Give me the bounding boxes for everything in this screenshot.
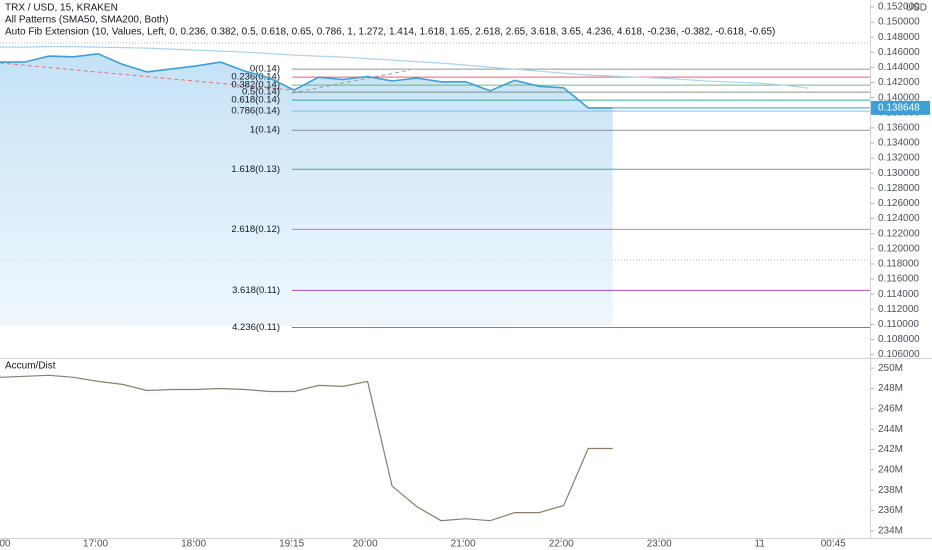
fib-label: 2.618(0.12) [231, 224, 280, 235]
y-tick-label: 0.124000 [878, 213, 920, 224]
y-tick-label: 0.112000 [878, 304, 919, 315]
fib-label: 0.786(0.14) [231, 106, 280, 117]
fib-label: 0.382(0.14) [231, 80, 280, 91]
series-line [0, 374, 613, 522]
series-line [0, 52, 613, 109]
x-tick-label: 20:00 [353, 539, 378, 550]
y-tick-label: 0.144000 [878, 62, 920, 73]
y-tick-label: 246M [878, 403, 903, 414]
fib-label: 4.236(0.11) [232, 322, 280, 333]
y-tick-label: 0.118000 [878, 259, 919, 270]
last-price-label: 0.138648 [878, 103, 920, 114]
y-tick-label: 0.152000 [878, 2, 920, 13]
y-tick-label: 234M [878, 526, 903, 537]
fib-label: 3.618(0.11) [232, 285, 280, 296]
x-tick-label: 18:00 [181, 539, 206, 550]
y-tick-label: 242M [878, 444, 903, 455]
pattern-line [291, 69, 411, 94]
x-tick-label: 22:00 [549, 539, 574, 550]
area [0, 53, 613, 327]
y-tick-label: 0.114000 [878, 289, 919, 300]
y-tick-label: 0.128000 [878, 183, 920, 194]
fib-label: 0(0.14) [250, 64, 280, 75]
y-tick-label: 0.136000 [878, 123, 920, 134]
y-tick-label: 0.130000 [878, 168, 920, 179]
y-tick-label: 240M [878, 464, 903, 475]
y-tick-label: 0.134000 [878, 138, 920, 149]
x-tick-label: 19:15 [279, 539, 304, 550]
fib-label: 1(0.14) [250, 125, 280, 136]
ad-pane [0, 374, 613, 522]
fib-label: 0.5(0.14) [242, 87, 280, 98]
y-tick-label: 0.148000 [878, 32, 920, 43]
y-tick-label: 0.110000 [878, 319, 919, 330]
indicator-label: Auto Fib Extension (10, Values, Left, 0,… [5, 27, 775, 38]
y-tick-label: 0.126000 [878, 198, 920, 209]
y-tick-label: 0.146000 [878, 47, 920, 58]
chart-title: TRX / USD, 15, KRAKEN [5, 3, 118, 14]
y-tick-label: 0.122000 [878, 228, 920, 239]
y-tick-label: 0.140000 [878, 92, 920, 103]
series-line [0, 46, 809, 89]
y-tick-label: 244M [878, 424, 903, 435]
y-tick-label: 250M [878, 363, 903, 374]
y-tick-label: 0.108000 [878, 334, 920, 345]
y-tick-label: 238M [878, 485, 903, 496]
y-tick-label: 248M [878, 383, 903, 394]
y-tick-label: 0.142000 [878, 77, 920, 88]
x-tick-label: 23:00 [647, 539, 672, 550]
y-tick-label: 236M [878, 505, 903, 516]
x-tick-label: 17:00 [83, 539, 108, 550]
y-tick-label: 0.132000 [878, 153, 920, 164]
pane-title: Accum/Dist [5, 361, 56, 372]
x-tick-label: 00:45 [821, 539, 846, 550]
x-tick-label: 00 [0, 539, 11, 550]
price-pane: 0(0.14)0.236(0.14)0.382(0.14)0.5(0.14)0.… [0, 42, 870, 333]
x-tick-label: 11 [755, 539, 766, 550]
y-tick-label: 0.116000 [878, 274, 919, 285]
fib-label: 0.618(0.14) [231, 95, 280, 106]
fib-label: 1.618(0.13) [231, 164, 280, 175]
indicator-label: All Patterns (SMA50, SMA200, Both) [5, 15, 168, 26]
y-tick-label: 0.120000 [878, 243, 920, 254]
last-price-box [871, 100, 930, 115]
y-tick-label: 0.150000 [878, 17, 920, 28]
x-tick-label: 21:00 [451, 539, 476, 550]
y-tick-label: 0.106000 [878, 349, 920, 360]
axis-label: USD [906, 3, 927, 14]
fib-label: 0.236(0.14) [231, 72, 280, 83]
